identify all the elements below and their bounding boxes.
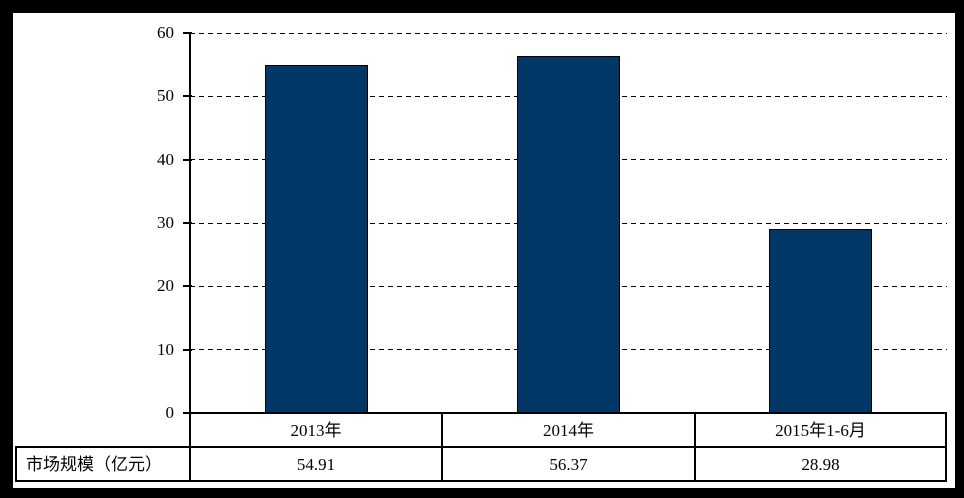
gridline-60 <box>190 32 947 34</box>
value-2014: 56.37 <box>549 455 588 474</box>
table-line-bottom <box>15 480 947 482</box>
y-axis-tick-label-50: 50 <box>157 86 174 106</box>
series-row-label: 市场规模（亿元） <box>26 455 162 474</box>
bar-2013年 <box>265 65 368 413</box>
category-label-2015: 2015年1-6月 <box>775 421 866 440</box>
table-line-middle <box>15 446 947 448</box>
x-axis-line <box>190 412 947 414</box>
value-2015: 28.98 <box>801 455 840 474</box>
table-line-col2 <box>694 412 696 482</box>
y-axis-tick-label-0: 0 <box>165 403 175 422</box>
y-axis-tick-label-10: 10 <box>157 339 174 359</box>
y-axis-tick-label-40: 40 <box>157 149 174 169</box>
y-axis-tick-20 <box>183 285 192 288</box>
y-axis-tick-label-20: 20 <box>157 276 174 296</box>
bar-2015年1-6月 <box>769 229 872 413</box>
bar-2014年 <box>517 56 620 413</box>
y-axis-tick-60 <box>183 32 192 34</box>
category-label-2013: 2013年 <box>290 421 342 440</box>
y-axis-line <box>189 33 191 482</box>
y-axis-tick-label-60: 60 <box>157 23 174 42</box>
y-axis-tick-label-30: 30 <box>157 213 174 232</box>
y-axis-tick-40 <box>183 158 192 161</box>
y-axis-tick-10 <box>183 348 192 351</box>
y-axis-tick-0 <box>183 412 192 414</box>
table-line-left <box>15 446 17 482</box>
table-line-right <box>945 412 947 482</box>
value-2013: 54.91 <box>296 455 336 474</box>
category-label-2014: 2014年 <box>543 421 594 440</box>
y-axis-tick-50 <box>183 95 192 98</box>
table-line-col1 <box>441 412 443 482</box>
y-axis-tick-30 <box>183 222 192 224</box>
